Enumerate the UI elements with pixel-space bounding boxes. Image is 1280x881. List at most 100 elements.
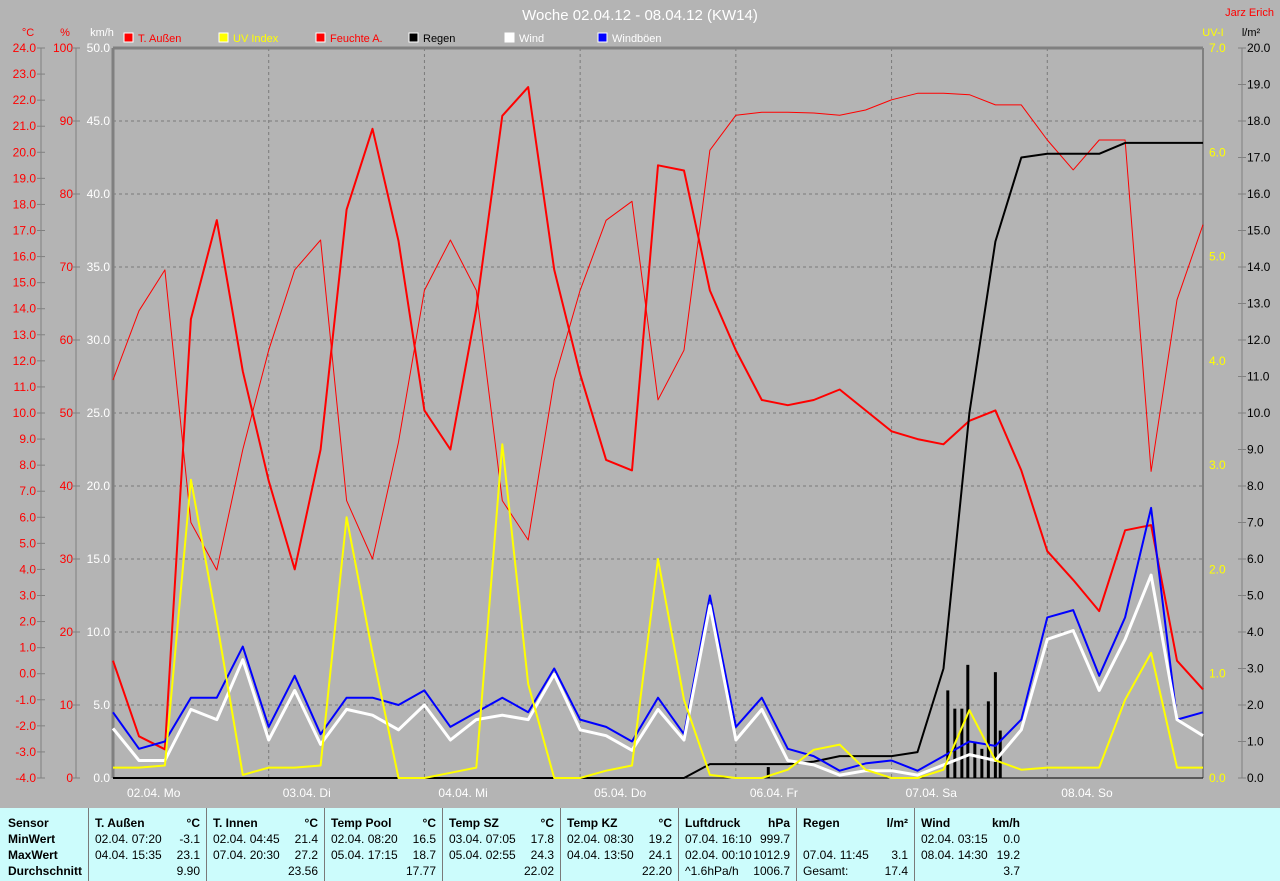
y-tick-label-rain: 17.0 [1247, 151, 1271, 165]
y-tick-label-uv: 6.0 [1209, 145, 1226, 159]
y-tick-label-temp: 15.0 [13, 276, 37, 290]
y-tick-label-temp: 14.0 [13, 302, 37, 316]
stats-cell-label: 07.04. 20:30 [213, 848, 280, 862]
stats-min-row: 02.04. 07:20 -3.1 [95, 831, 206, 847]
legend-swatch [315, 32, 326, 43]
stats-cell-label: Luftdruck [685, 816, 741, 830]
y-tick-label-temp: 1.0 [19, 641, 36, 655]
rain-bar [960, 708, 964, 778]
y-tick-label-rain: 9.0 [1247, 443, 1264, 457]
x-tick-label: 05.04. Do [594, 786, 646, 800]
stats-cell-value: 23.1 [176, 848, 200, 862]
stats-header: Temp Pool °C [331, 815, 442, 831]
y-tick-label-wind: 40.0 [87, 187, 111, 201]
stats-cell-value: l/m² [886, 816, 908, 830]
y-tick-label-wind: 45.0 [87, 114, 111, 128]
stats-min-row: 02.04. 08:20 16.5 [331, 831, 442, 847]
y-tick-label-temp: -2.0 [15, 719, 36, 733]
y-tick-label-temp: -4.0 [15, 771, 36, 785]
x-tick-label: 04.04. Mi [438, 786, 487, 800]
y-tick-label-wind: 25.0 [87, 406, 111, 420]
stats-cell-value: 22.02 [523, 864, 554, 878]
y-tick-label-temp: 7.0 [19, 484, 36, 498]
series-line-wind [111, 573, 1204, 777]
stats-cell-value: 21.4 [294, 832, 318, 846]
stats-cell-value: °C [186, 816, 200, 830]
stats-min-row: 07.04. 16:10 999.7 [685, 831, 796, 847]
stats-header: Wind km/h [921, 815, 1026, 831]
y-tick-label-temp: 10.0 [13, 406, 37, 420]
y-tick-label-humidity: 20 [60, 625, 74, 639]
stats-min-row: 02.04. 04:45 21.4 [213, 831, 324, 847]
stats-cell-label: T. Innen [213, 816, 258, 830]
y-tick-label-humidity: 90 [60, 114, 74, 128]
y-tick-label-temp: 21.0 [13, 119, 37, 133]
stats-column: Luftdruck hPa 07.04. 16:10 999.7 02.04. 00:1… [678, 808, 796, 881]
legend-label: Feuchte A. [330, 33, 383, 45]
stats-cell-label: 02.04. 04:45 [213, 832, 280, 846]
stats-cell-value: 999.7 [759, 832, 790, 846]
legend-swatch [123, 32, 134, 43]
rain-bar [980, 748, 984, 778]
stats-label-min: MinWert [8, 832, 56, 846]
y-tick-label-temp: 22.0 [13, 93, 37, 107]
y-tick-label-temp: 17.0 [13, 224, 37, 238]
y-tick-label-temp: 4.0 [19, 562, 36, 576]
chart-title: Woche 02.04.12 - 08.04.12 (KW14) [522, 7, 758, 24]
y-tick-label-wind: 15.0 [87, 552, 111, 566]
stats-max-row: 04.04. 15:35 23.1 [95, 847, 206, 863]
series-line-regen [113, 141, 1203, 779]
stats-cell-label: 05.04. 17:15 [331, 848, 398, 862]
y-tick-label-temp: 5.0 [19, 536, 36, 550]
y-tick-label-humidity: 30 [60, 552, 74, 566]
stats-max-row: 04.04. 13:50 24.1 [567, 847, 678, 863]
stats-cell-label: 02.04. 03:15 [921, 832, 988, 846]
stats-max-row: 02.04. 00:10 1012.9 [685, 847, 796, 863]
legend-label: Wind [519, 33, 544, 45]
series-line-feuchte-a- [112, 92, 1204, 571]
stats-header: Luftdruck hPa [685, 815, 796, 831]
y-tick-label-rain: 20.0 [1247, 41, 1271, 55]
y-tick-label-uv: 4.0 [1209, 354, 1226, 368]
legend-label: UV Index [233, 33, 279, 45]
legend-label: T. Außen [138, 33, 181, 45]
stats-max-row: 07.04. 11:45 3.1 [803, 847, 914, 863]
y-tick-label-temp: 13.0 [13, 328, 37, 342]
stats-header: Temp SZ °C [449, 815, 560, 831]
y-tick-label-temp: -1.0 [15, 693, 36, 707]
y-tick-label-temp: 18.0 [13, 197, 37, 211]
stats-avg-row: ^1.6hPa/h 1006.7 [685, 863, 796, 879]
stats-cell-value: km/h [991, 816, 1020, 830]
y-tick-label-temp: 24.0 [13, 41, 37, 55]
y-tick-label-temp: 20.0 [13, 145, 37, 159]
stats-cell-value: 19.2 [996, 848, 1020, 862]
rain-bar [766, 767, 770, 778]
stats-max-row: 05.04. 02:55 24.3 [449, 847, 560, 863]
rain-bar [946, 690, 950, 778]
series-line-t-außen [112, 86, 1204, 751]
stats-max-row: 07.04. 20:30 27.2 [213, 847, 324, 863]
axis-unit-uv: UV-I [1202, 27, 1223, 39]
y-tick-label-wind: 20.0 [87, 479, 111, 493]
y-tick-label-humidity: 10 [60, 698, 74, 712]
stats-avg-row: 3.7 [921, 863, 1026, 879]
y-tick-label-wind: 35.0 [87, 260, 111, 274]
y-tick-label-temp: -3.0 [15, 745, 36, 759]
y-tick-label-temp: 8.0 [19, 458, 36, 472]
axis-unit-rain: l/m² [1242, 27, 1261, 39]
stats-cell-label: 02.04. 00:10 [685, 848, 752, 862]
axis-unit-humidity: % [60, 27, 70, 39]
y-tick-label-rain: 6.0 [1247, 552, 1264, 566]
stats-cell-label: Temp Pool [331, 816, 392, 830]
stats-cell-value: 18.7 [412, 848, 436, 862]
legend-swatch [504, 32, 515, 43]
series-line-uv-index [113, 443, 1203, 779]
y-tick-label-uv: 1.0 [1209, 667, 1226, 681]
y-tick-label-temp: 9.0 [19, 432, 36, 446]
y-tick-label-humidity: 100 [53, 41, 73, 55]
stats-cell-label: 02.04. 08:20 [331, 832, 398, 846]
stats-cell-label: Wind [921, 816, 951, 830]
stats-cell-label: 08.04. 14:30 [921, 848, 988, 862]
stats-cell-value: 19.2 [648, 832, 672, 846]
stats-cell-label: Temp KZ [567, 816, 618, 830]
